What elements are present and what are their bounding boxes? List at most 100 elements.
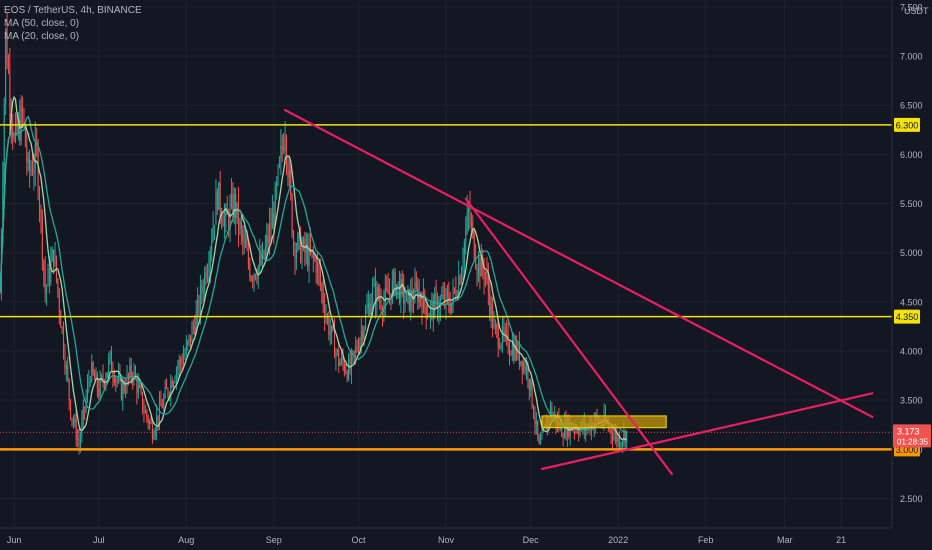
candle-body [533, 406, 535, 418]
candle-body [404, 301, 406, 304]
candle-body [122, 383, 124, 400]
candle-body [288, 170, 290, 178]
candle-body [479, 259, 481, 277]
candle-body [287, 162, 289, 178]
candle-body [314, 257, 316, 260]
candle-body [230, 195, 232, 206]
candle-body [269, 224, 271, 243]
candle-body [116, 379, 118, 381]
candle-body [485, 272, 487, 280]
candle-body [64, 353, 66, 369]
candle-body [623, 431, 625, 442]
candle-body [3, 103, 5, 179]
candle-body [343, 363, 345, 372]
candle-body [393, 271, 395, 280]
candle-body [283, 148, 285, 151]
candle-body [501, 326, 503, 345]
candle-body [473, 229, 475, 259]
candle-body [360, 331, 362, 340]
candle-body [305, 246, 307, 253]
candle-body [198, 299, 200, 312]
candle-body [549, 405, 551, 420]
candle-body [509, 351, 511, 355]
price-tick-label: 3.500 [900, 396, 923, 406]
candle-body [281, 145, 283, 149]
candle-body [30, 169, 32, 171]
candle-body [520, 360, 522, 365]
candle-body [616, 432, 618, 442]
candle-body [434, 294, 436, 319]
level-badge: 4.350 [896, 312, 919, 322]
candle-body [206, 271, 208, 280]
candle-body [219, 182, 221, 213]
candle-body [480, 255, 482, 277]
candle-body [274, 186, 276, 227]
trendline [540, 392, 874, 471]
candle-body [290, 170, 292, 195]
candle-body [525, 365, 527, 372]
candle-body [366, 307, 368, 313]
legend-symbol[interactable]: EOS / TetherUS, 4h, BINANCE [4, 5, 142, 16]
candle-body [44, 270, 46, 294]
candle-body [319, 271, 321, 285]
candle-body [329, 332, 331, 335]
time-tick-label: 21 [836, 535, 846, 545]
candle-body [88, 381, 90, 384]
candle-body [418, 293, 420, 302]
candle-body [95, 373, 97, 380]
candle-body [398, 281, 400, 302]
candle-body [180, 359, 182, 362]
candle-body [624, 431, 626, 443]
legend-ma50[interactable]: MA (50, close, 0) [4, 18, 80, 29]
candle-body [12, 122, 14, 139]
candle-body [444, 294, 446, 305]
candle-body [89, 380, 91, 382]
candle-body [204, 272, 206, 292]
candle-body [31, 169, 33, 174]
candle-body [254, 274, 256, 278]
candle-body [284, 138, 286, 151]
candle-body [127, 374, 129, 377]
candle-body [123, 383, 125, 391]
candle-body [365, 312, 367, 328]
legend-ma20[interactable]: MA (20, close, 0) [4, 31, 80, 42]
candle-body [410, 290, 412, 310]
candle-body [92, 363, 94, 374]
candle-body [55, 256, 57, 280]
candle-body [455, 289, 457, 296]
candle-body [178, 359, 180, 367]
candle-body [58, 292, 60, 313]
candle-body [459, 276, 461, 284]
candle-body [530, 380, 532, 390]
candle-body [551, 405, 553, 417]
price-axis: 2.500 3.000 3.500 4.000 4.500 5.000 5.500 6.000… [891, 0, 932, 550]
candle-body [278, 158, 280, 167]
level-badge: 6.300 [896, 120, 919, 130]
candle-body [16, 122, 18, 134]
candle-body [222, 220, 224, 227]
candle-body [246, 247, 248, 250]
candle-body [301, 247, 303, 262]
ma20-line [0, 95, 627, 441]
candle-body [310, 243, 312, 253]
candle-body [614, 432, 616, 435]
candle-body [472, 223, 474, 230]
candle-body [112, 370, 114, 377]
candle-body [315, 259, 317, 273]
candle-body [160, 401, 162, 407]
candle-body [99, 377, 101, 397]
candle-body [463, 242, 465, 262]
candle-body [78, 438, 80, 446]
candle-body [171, 381, 173, 388]
candle-body [422, 291, 424, 313]
candle-body [298, 233, 300, 236]
candle-body [497, 327, 499, 347]
candle-body [34, 141, 36, 169]
candle-body [379, 298, 381, 301]
candle-body [214, 225, 216, 227]
candle-body [87, 383, 89, 398]
candle-body [387, 288, 389, 295]
candle-body [113, 376, 115, 383]
candle-body [456, 295, 458, 297]
